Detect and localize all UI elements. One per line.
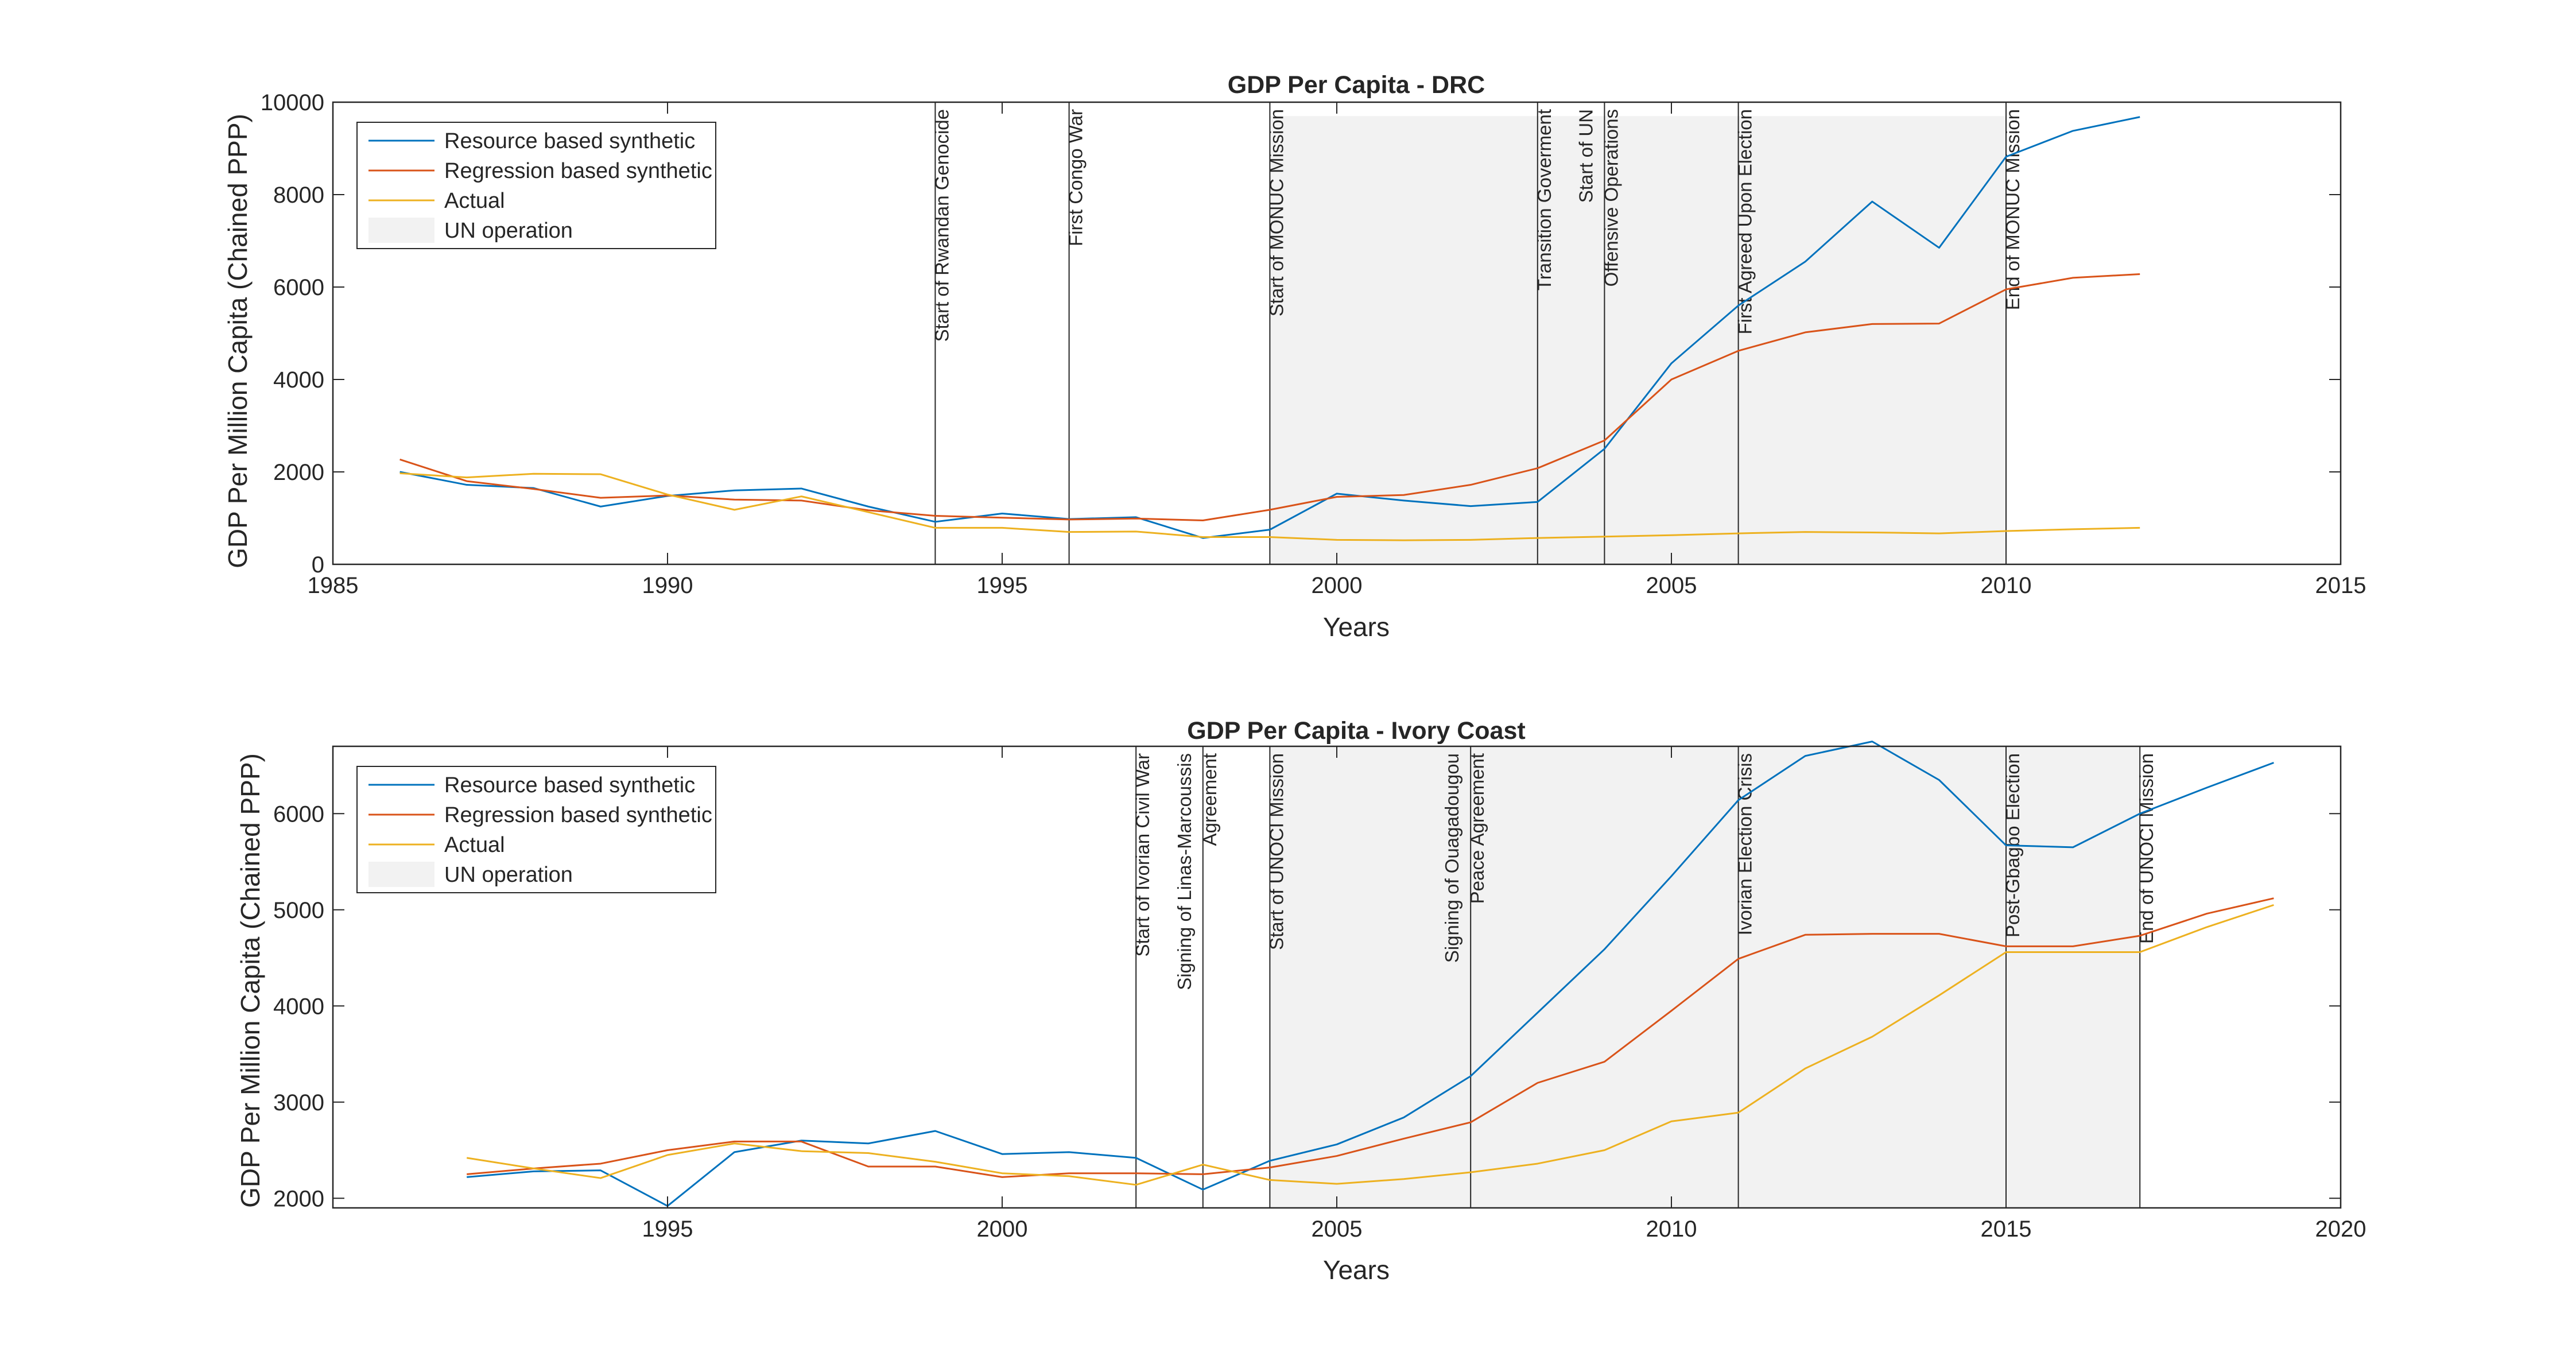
x-tick-label: 1985 bbox=[308, 573, 359, 598]
event-label: Ivorian Election Crisis bbox=[1735, 753, 1756, 935]
event-label: Start of Ivorian Civil War bbox=[1132, 753, 1153, 957]
legend: Resource based synthetic Regression based… bbox=[356, 122, 716, 249]
x-tick-label: 1990 bbox=[642, 573, 693, 598]
un-operation-shading bbox=[1270, 746, 2140, 1208]
axes: 1985 1990 1995 2000 2005 2010 2015 0 2000 4000 600… bbox=[261, 90, 2366, 598]
event-markers: Start of Rwandan Genocide First Congo War… bbox=[931, 102, 2023, 564]
x-tick-label: 2005 bbox=[1646, 573, 1697, 598]
chart-title: GDP Per Capita - Ivory Coast bbox=[1187, 717, 1525, 745]
legend-label: Resource based synthetic bbox=[444, 129, 695, 153]
legend-label: Resource based synthetic bbox=[444, 773, 695, 797]
legend: Resource based synthetic Regression based… bbox=[356, 766, 716, 893]
event-label: Start of UNOCI Mission bbox=[1266, 753, 1287, 950]
y-axis-label: GDP Per Million Capita (Chained PPP) bbox=[223, 114, 253, 568]
x-axis-label: Years bbox=[1323, 612, 1390, 642]
series-lines bbox=[399, 116, 2140, 541]
event-label: Start of Rwandan Genocide bbox=[931, 109, 952, 342]
y-axis-label: GDP Per Million Capita (Chained PPP) bbox=[235, 753, 265, 1208]
un-operation-shading bbox=[1270, 116, 2006, 564]
series-line-actual bbox=[466, 904, 2274, 1186]
x-tick-label: 2005 bbox=[1312, 1216, 1363, 1242]
x-tick-label: 2015 bbox=[2315, 573, 2366, 598]
x-tick-label: 1995 bbox=[642, 1216, 693, 1242]
x-tick-label: 2015 bbox=[1981, 1216, 2032, 1242]
event-label: Signing of Ouagadougou bbox=[1441, 753, 1462, 963]
event-label: Start of MONUC Mission bbox=[1266, 109, 1287, 316]
series-line-regression bbox=[399, 273, 2140, 522]
x-tick-label: 2020 bbox=[2315, 1216, 2366, 1242]
event-label: Peace Agreement bbox=[1467, 753, 1488, 904]
y-tick-label: 4000 bbox=[273, 367, 324, 393]
x-tick-label: 2000 bbox=[1312, 573, 1363, 598]
event-label: First Congo War bbox=[1065, 109, 1087, 246]
series-line-resource bbox=[467, 741, 2274, 1207]
series-line-actual bbox=[399, 472, 2140, 541]
event-label: Signing of Linas-Marcoussis bbox=[1174, 753, 1195, 990]
event-label: End of MONUC Mission bbox=[2002, 109, 2023, 310]
y-tick-label: 3000 bbox=[273, 1090, 324, 1115]
axes: 1995 2000 2005 2010 2015 2020 2000 3000 4000 5000… bbox=[273, 745, 2366, 1242]
event-label: Transition Goverment bbox=[1534, 109, 1555, 290]
x-tick-label: 2010 bbox=[1981, 573, 2032, 598]
x-tick-label: 1995 bbox=[977, 573, 1028, 598]
y-tick-label: 10000 bbox=[261, 90, 324, 115]
legend-label: UN operation bbox=[444, 219, 573, 243]
legend-label: Regression based synthetic bbox=[444, 159, 712, 183]
y-tick-label: 2000 bbox=[273, 1186, 324, 1211]
event-label: Agreement bbox=[1199, 753, 1220, 846]
legend-swatch-un-operation bbox=[368, 218, 434, 243]
x-tick-label: 2010 bbox=[1646, 1216, 1697, 1242]
chart-drc: GDP Per Capita - DRC Years GDP Per Milli… bbox=[223, 71, 2366, 642]
legend-label: Actual bbox=[444, 833, 505, 857]
legend-box bbox=[356, 766, 716, 893]
legend-label: Regression based synthetic bbox=[444, 803, 712, 827]
event-label: End of UNOCI Mission bbox=[2136, 753, 2157, 944]
series-lines bbox=[466, 741, 2274, 1207]
chart-title: GDP Per Capita - DRC bbox=[1228, 71, 1485, 99]
series-line-resource bbox=[399, 116, 2140, 539]
chart-ivory-coast: GDP Per Capita - Ivory Coast Years GDP P… bbox=[235, 717, 2366, 1285]
y-tick-label: 6000 bbox=[273, 275, 324, 300]
y-tick-label: 0 bbox=[312, 552, 324, 578]
y-tick-label: 4000 bbox=[273, 994, 324, 1019]
legend-label: Actual bbox=[444, 189, 505, 213]
x-axis-label: Years bbox=[1323, 1255, 1390, 1285]
y-tick-label: 8000 bbox=[273, 183, 324, 208]
legend-swatch-un-operation bbox=[368, 862, 434, 887]
y-tick-label: 2000 bbox=[273, 460, 324, 485]
legend-label: UN operation bbox=[444, 863, 573, 887]
y-tick-label: 5000 bbox=[273, 898, 324, 923]
y-tick-label: 6000 bbox=[273, 801, 324, 827]
event-label: Start of UN bbox=[1575, 109, 1596, 203]
series-line-regression bbox=[467, 897, 2274, 1178]
event-label: Offensive Operations bbox=[1600, 109, 1621, 286]
x-tick-label: 2000 bbox=[977, 1216, 1028, 1242]
un-operation-region bbox=[1270, 746, 2140, 1208]
un-operation-region bbox=[1270, 116, 2006, 564]
